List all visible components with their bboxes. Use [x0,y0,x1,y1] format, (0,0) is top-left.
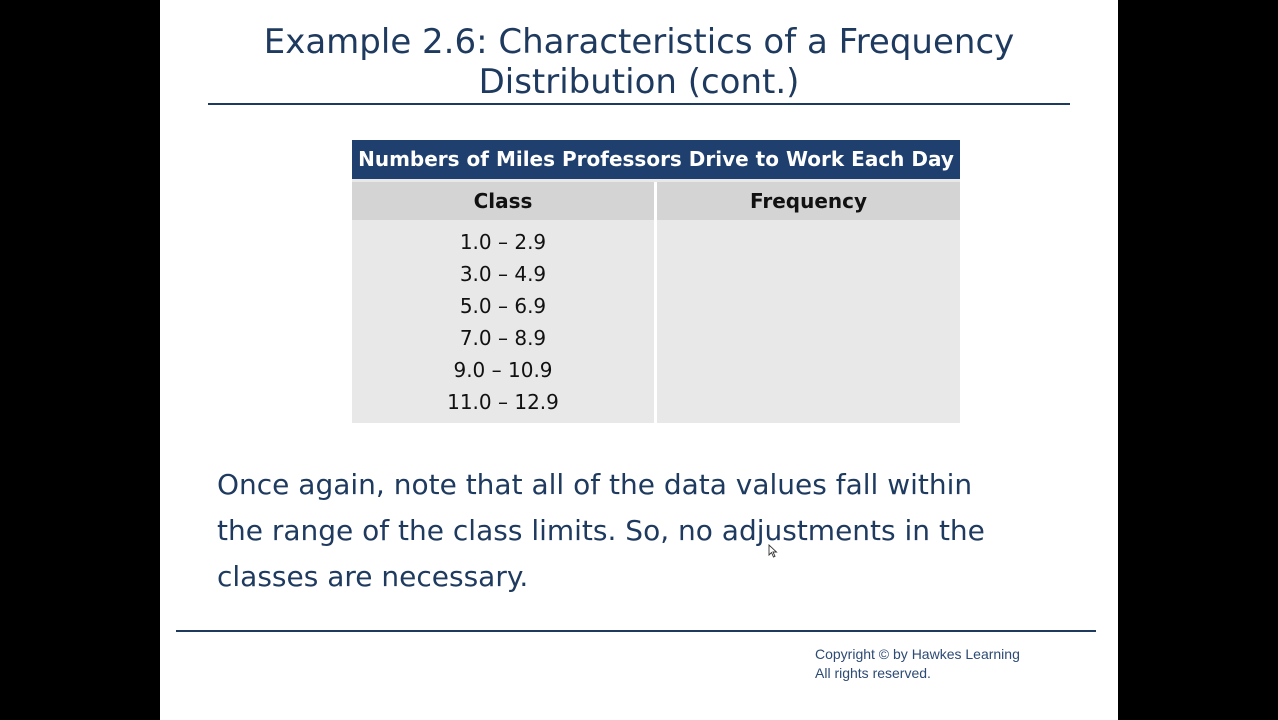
body-line3: classes are necessary. [217,560,529,593]
copyright-line2: All rights reserved. [815,665,931,681]
column-divider [654,182,657,423]
class-row: 3.0 – 4.9 [459,262,547,286]
class-row: 11.0 – 12.9 [447,390,559,414]
class-row: 1.0 – 2.9 [459,230,547,254]
copyright-line1: Copyright © by Hawkes Learning [815,646,1020,662]
slide: Example 2.6: Characteristics of a Freque… [160,0,1118,720]
slide-title-line1: Example 2.6: Characteristics of a Freque… [263,22,1015,62]
table-caption: Numbers of Miles Professors Drive to Wor… [352,140,960,179]
mouse-pointer-icon [768,544,778,558]
frequency-table: Numbers of Miles Professors Drive to Wor… [352,140,960,558]
slide-title: Example 2.6: Characteristics of a Freque… [160,22,1118,102]
class-row: 5.0 – 6.9 [459,294,547,318]
title-underline [208,103,1070,105]
copyright-notice: Copyright © by Hawkes Learning All right… [815,645,1020,683]
header-class: Class [352,182,654,220]
class-row: 9.0 – 10.9 [453,358,553,382]
slide-title-line2: Distribution (cont.) [478,62,800,102]
class-row: 7.0 – 8.9 [459,326,547,350]
body-line1: Once again, note that all of the data va… [217,468,973,501]
class-list: 1.0 – 2.9 3.0 – 4.9 5.0 – 6.9 7.0 – 8.9 … [352,226,654,418]
body-line2: the range of the class limits. So, no ad… [217,514,985,547]
header-frequency: Frequency [657,182,960,220]
body-text: Once again, note that all of the data va… [217,462,1077,600]
footer-rule [176,630,1096,632]
